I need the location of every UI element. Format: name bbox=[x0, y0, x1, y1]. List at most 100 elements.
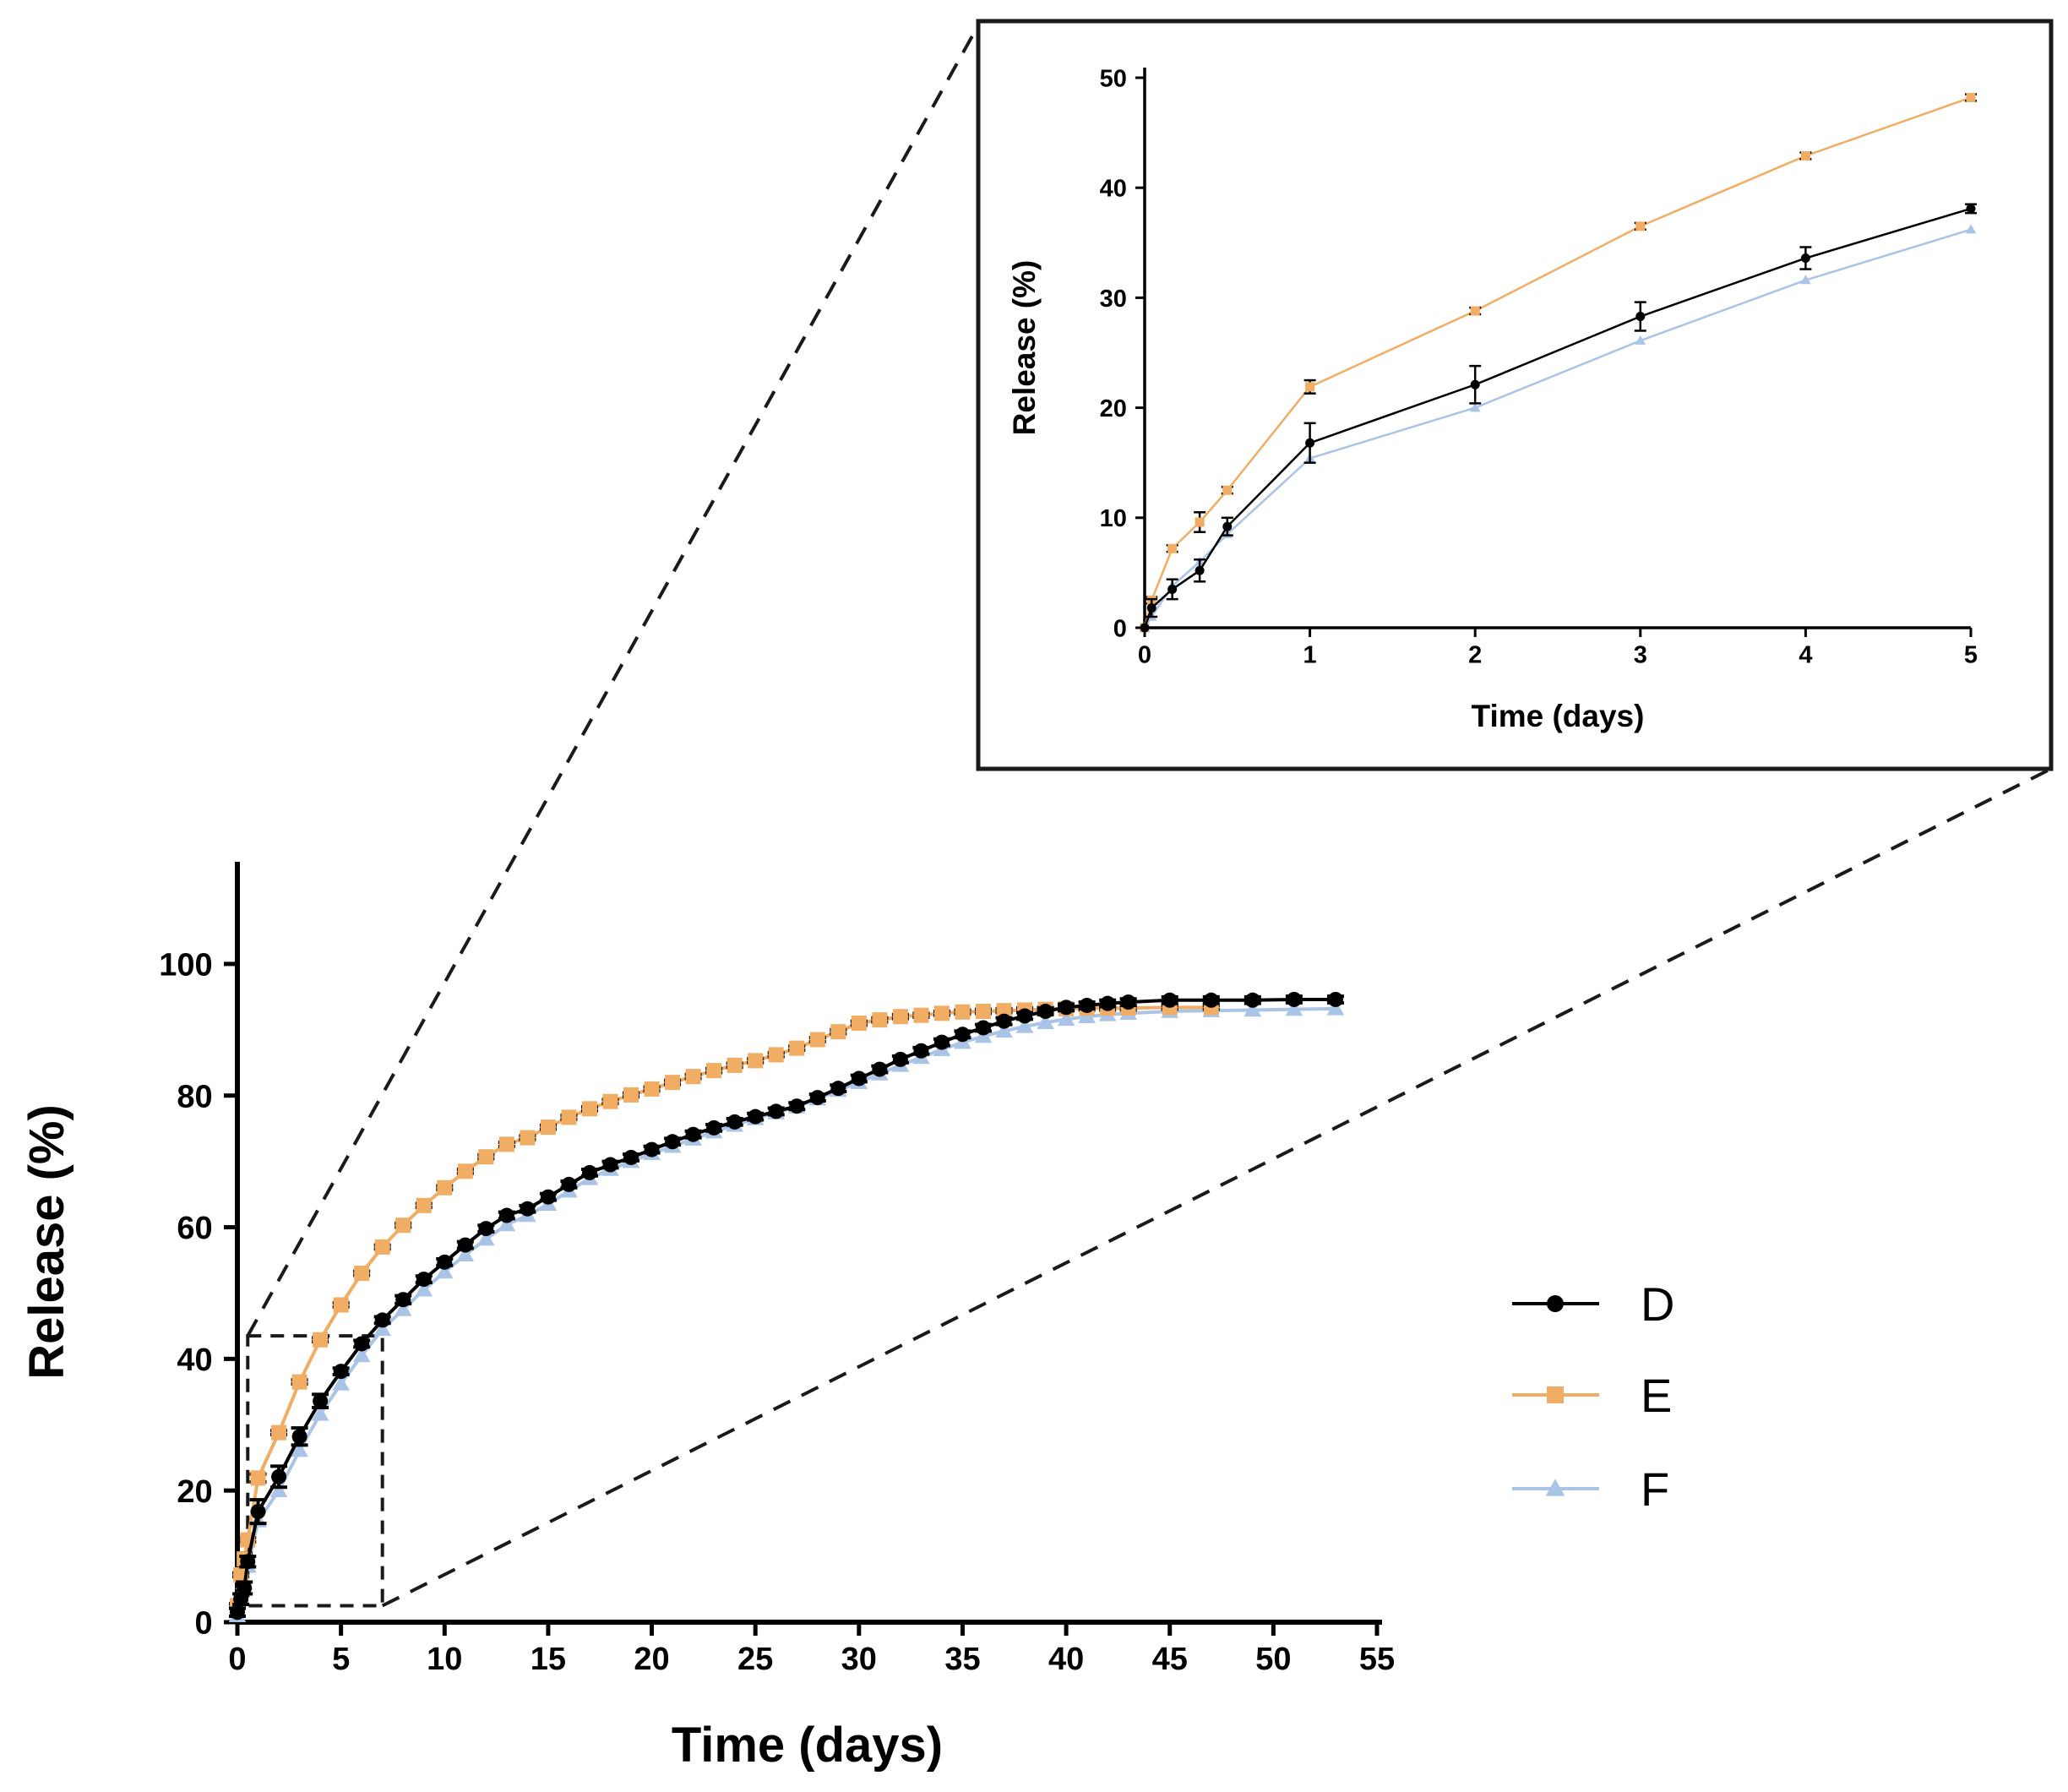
series-E-point bbox=[644, 1081, 660, 1097]
series-E-point bbox=[706, 1063, 722, 1079]
series-E-line bbox=[236, 1005, 1211, 1606]
series-E-point bbox=[271, 1424, 287, 1441]
series-F bbox=[228, 999, 1345, 1622]
series-E-point bbox=[1800, 150, 1810, 161]
x-tick-label: 15 bbox=[531, 1642, 566, 1677]
series-D-point bbox=[478, 1221, 494, 1237]
series-F-point bbox=[394, 1300, 412, 1316]
series-E-point bbox=[1195, 517, 1205, 527]
y-tick-label: 0 bbox=[1113, 615, 1127, 642]
series-D-point bbox=[1162, 992, 1178, 1008]
series-D-point bbox=[333, 1364, 349, 1380]
series-E-point bbox=[748, 1053, 764, 1069]
series-F-point bbox=[1326, 999, 1345, 1016]
series-F-point bbox=[1285, 1000, 1303, 1016]
series-F-point bbox=[476, 1230, 495, 1246]
legend: DEF bbox=[1512, 1277, 1674, 1516]
main-plot: 0 5 10 15 20 25 30 35 40 45 50 55 0 20 40 60 80 100 Time (… bbox=[19, 862, 1395, 1773]
series-D-point bbox=[975, 1020, 991, 1036]
y-tick-label: 30 bbox=[1100, 286, 1127, 313]
series-D-point bbox=[851, 1070, 867, 1087]
series-D-point bbox=[809, 1090, 825, 1106]
series-D-point bbox=[395, 1292, 411, 1308]
series-E-point bbox=[540, 1119, 556, 1136]
legend-label: D bbox=[1641, 1277, 1674, 1331]
inset-frame bbox=[976, 19, 2054, 771]
series-E-point bbox=[768, 1047, 784, 1063]
series-D-point bbox=[1167, 584, 1178, 594]
series-D-point bbox=[230, 1604, 245, 1620]
series-D-point bbox=[540, 1189, 556, 1205]
zoom-region bbox=[246, 1334, 384, 1608]
series-D-point bbox=[1286, 991, 1302, 1007]
series-D-point bbox=[1327, 991, 1343, 1007]
series-D-point bbox=[1966, 204, 1976, 214]
series-F-point bbox=[498, 1216, 516, 1232]
series-E-point bbox=[416, 1197, 432, 1213]
series-D-point bbox=[498, 1207, 514, 1223]
series-D-point bbox=[706, 1119, 722, 1136]
series-D-point bbox=[520, 1201, 536, 1217]
series-E-point bbox=[623, 1087, 639, 1103]
legend-swatch-marker bbox=[1545, 1479, 1565, 1496]
series-D-point bbox=[955, 1027, 971, 1043]
x-tick-label: 35 bbox=[944, 1642, 980, 1677]
series-F-point bbox=[373, 1320, 392, 1337]
series-D-point bbox=[748, 1108, 764, 1125]
x-axis-label: Time (days) bbox=[672, 1718, 943, 1773]
series-D-point bbox=[1470, 379, 1480, 389]
series-D-point bbox=[1222, 521, 1233, 531]
series-E-point bbox=[478, 1149, 494, 1165]
series-F-point bbox=[435, 1263, 454, 1279]
series-E-point bbox=[809, 1032, 825, 1048]
series-E-point bbox=[313, 1332, 329, 1348]
series-D-point bbox=[996, 1013, 1012, 1029]
y-tick-label: 60 bbox=[177, 1211, 212, 1246]
series-F-point bbox=[1244, 1001, 1262, 1017]
series-E-point bbox=[789, 1040, 805, 1056]
series-E-point bbox=[333, 1297, 349, 1313]
x-tick-label: 5 bbox=[1964, 641, 1978, 668]
series-E-point bbox=[1635, 221, 1646, 231]
series-D-point bbox=[271, 1468, 287, 1484]
series-E-point bbox=[498, 1136, 514, 1152]
series-D-point bbox=[1146, 603, 1156, 613]
y-axis-label: Release (%) bbox=[19, 1104, 74, 1380]
series-E-point bbox=[602, 1093, 618, 1109]
x-tick-label: 25 bbox=[737, 1642, 773, 1677]
series-D bbox=[229, 991, 1344, 1620]
x-tick-label: 50 bbox=[1255, 1642, 1291, 1677]
series-E-point bbox=[955, 1004, 971, 1020]
x-tick-label: 55 bbox=[1359, 1642, 1395, 1677]
x-axis-label: Time (days) bbox=[1472, 699, 1645, 733]
series-E-point bbox=[1167, 543, 1178, 553]
legend-item-F: F bbox=[1512, 1462, 1669, 1516]
series-E-point bbox=[437, 1179, 453, 1196]
series-D-point bbox=[623, 1149, 639, 1165]
y-tick-label: 20 bbox=[177, 1474, 212, 1510]
series-E-point bbox=[561, 1109, 577, 1125]
y-tick-label: 50 bbox=[1100, 65, 1127, 92]
series-D-point bbox=[1635, 312, 1646, 322]
series-D-point bbox=[1120, 994, 1136, 1010]
y-tick-label: 20 bbox=[1100, 395, 1127, 422]
legend-item-E: E bbox=[1512, 1369, 1672, 1422]
series-D-point bbox=[1140, 623, 1150, 633]
x-tick-label: 4 bbox=[1799, 641, 1812, 668]
series-D bbox=[1140, 203, 1977, 633]
x-tick-label: 10 bbox=[427, 1642, 462, 1677]
y-tick-label: 80 bbox=[177, 1079, 212, 1114]
series-D-point bbox=[830, 1081, 846, 1097]
series-D-point bbox=[240, 1554, 256, 1570]
series-D-point bbox=[1800, 253, 1810, 264]
series-F-line bbox=[1143, 228, 1972, 629]
series-D-point bbox=[1244, 992, 1260, 1008]
series-E-point bbox=[685, 1069, 701, 1085]
series-D-point bbox=[644, 1141, 660, 1157]
x-tick-label: 2 bbox=[1468, 641, 1482, 668]
series-E bbox=[229, 999, 1220, 1614]
series-E-point bbox=[996, 1003, 1012, 1019]
series-D-line bbox=[236, 997, 1336, 1613]
